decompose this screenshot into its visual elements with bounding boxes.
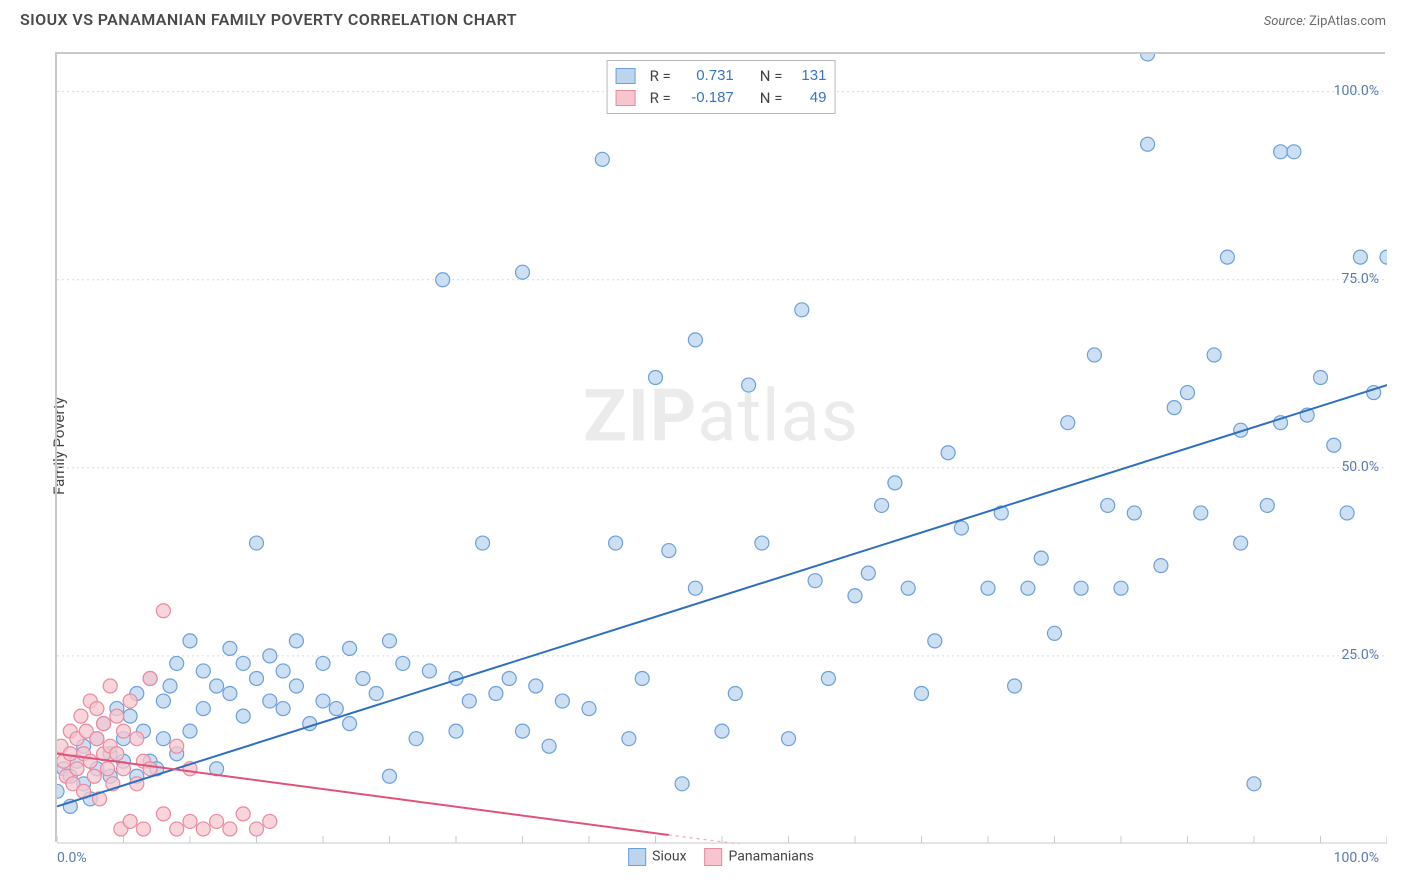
stats-n-label: N =	[760, 87, 783, 109]
y-tick-label: 75.0%	[1341, 271, 1379, 287]
stats-n-label: N =	[760, 65, 783, 87]
y-tick-label: 100.0%	[1334, 83, 1379, 99]
stats-n-value: 131	[790, 65, 826, 87]
chart-area: ZIPatlas R =0.731N =131R =-0.187N =49 Si…	[55, 52, 1385, 842]
stats-r-label: R =	[650, 65, 671, 87]
legend-swatch	[705, 848, 723, 866]
source-attribution: Source: ZipAtlas.com	[1264, 14, 1386, 29]
legend-swatch	[616, 90, 636, 106]
legend-item: Panamanians	[705, 848, 814, 866]
source-name: ZipAtlas.com	[1309, 14, 1386, 29]
legend-swatch	[628, 848, 646, 866]
scatter-plot-svg	[57, 54, 1387, 844]
legend-swatch	[616, 68, 636, 84]
legend-label: Panamanians	[729, 849, 814, 865]
stats-row: R = 0.731 N = 131	[616, 65, 827, 87]
bottom-legend: Sioux Panamanians	[628, 848, 814, 866]
y-tick-label: 25.0%	[1341, 647, 1379, 663]
x-axis-max-label: 100.0%	[1334, 850, 1379, 866]
stats-legend-box: R = 0.731 N = 131 R = -0.187 N = 49	[607, 60, 836, 114]
legend-label: Sioux	[652, 849, 686, 865]
stats-r-value: 0.731	[679, 65, 734, 87]
stats-row: R = -0.187 N = 49	[616, 87, 827, 109]
stats-r-label: R =	[650, 87, 671, 109]
legend-item: Sioux	[628, 848, 686, 866]
source-label: Source:	[1264, 14, 1306, 29]
y-tick-label: 50.0%	[1341, 459, 1379, 475]
x-axis-min-label: 0.0%	[57, 850, 87, 866]
title-bar: SIOUX VS PANAMANIAN FAMILY POVERTY CORRE…	[0, 0, 1406, 33]
chart-title: SIOUX VS PANAMANIAN FAMILY POVERTY CORRE…	[20, 10, 517, 29]
stats-r-value: -0.187	[679, 87, 734, 109]
stats-n-value: 49	[790, 87, 826, 109]
